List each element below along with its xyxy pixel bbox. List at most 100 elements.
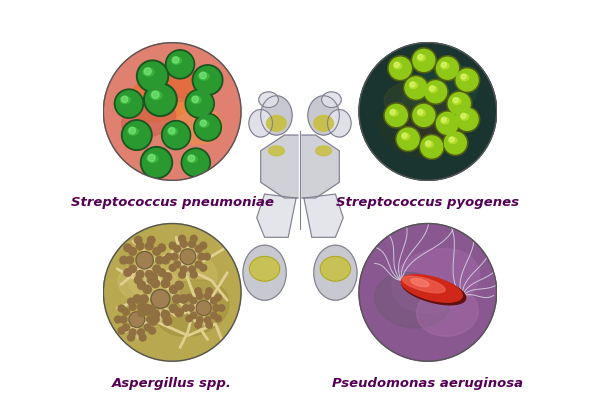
- Circle shape: [197, 317, 203, 323]
- Text: Streptococcus pneumoniae: Streptococcus pneumoniae: [71, 196, 274, 209]
- Circle shape: [430, 86, 434, 91]
- Circle shape: [169, 305, 178, 313]
- Circle shape: [448, 93, 470, 114]
- Circle shape: [445, 132, 466, 154]
- Circle shape: [173, 57, 179, 63]
- Circle shape: [115, 316, 121, 323]
- Circle shape: [435, 56, 460, 81]
- Circle shape: [169, 128, 175, 134]
- Circle shape: [198, 253, 205, 260]
- Circle shape: [136, 242, 144, 250]
- Circle shape: [213, 305, 220, 311]
- Circle shape: [206, 322, 212, 328]
- Ellipse shape: [160, 70, 208, 98]
- Circle shape: [437, 112, 458, 134]
- Ellipse shape: [161, 102, 223, 144]
- Circle shape: [161, 310, 170, 319]
- Circle shape: [137, 303, 145, 310]
- Circle shape: [187, 91, 212, 116]
- Circle shape: [405, 77, 427, 99]
- Circle shape: [171, 253, 178, 260]
- Ellipse shape: [390, 110, 398, 116]
- Circle shape: [169, 265, 176, 271]
- Circle shape: [194, 113, 221, 141]
- Ellipse shape: [143, 68, 154, 76]
- Circle shape: [196, 301, 211, 315]
- Circle shape: [218, 305, 225, 311]
- Ellipse shape: [259, 92, 278, 108]
- Circle shape: [103, 43, 241, 180]
- Circle shape: [133, 295, 142, 303]
- Circle shape: [455, 107, 480, 132]
- Circle shape: [385, 105, 407, 126]
- Circle shape: [181, 266, 187, 273]
- Ellipse shape: [409, 99, 463, 140]
- Circle shape: [174, 246, 181, 252]
- Circle shape: [190, 312, 197, 319]
- Circle shape: [384, 103, 409, 128]
- Circle shape: [196, 246, 202, 252]
- Circle shape: [161, 279, 170, 287]
- Circle shape: [143, 285, 151, 293]
- Ellipse shape: [167, 128, 178, 135]
- Circle shape: [389, 57, 411, 79]
- Circle shape: [411, 103, 436, 128]
- Circle shape: [411, 48, 436, 73]
- Polygon shape: [302, 135, 340, 198]
- Circle shape: [166, 253, 172, 260]
- Circle shape: [153, 265, 160, 273]
- Circle shape: [122, 120, 152, 150]
- Circle shape: [128, 298, 134, 305]
- Ellipse shape: [260, 96, 292, 135]
- Circle shape: [156, 256, 163, 264]
- Ellipse shape: [308, 96, 340, 135]
- Circle shape: [188, 240, 196, 248]
- Ellipse shape: [147, 154, 158, 163]
- Circle shape: [418, 54, 423, 59]
- Circle shape: [137, 60, 169, 92]
- Ellipse shape: [322, 92, 341, 108]
- Circle shape: [461, 113, 466, 118]
- Ellipse shape: [384, 82, 432, 117]
- Circle shape: [161, 120, 191, 150]
- Polygon shape: [257, 194, 296, 237]
- Circle shape: [413, 105, 435, 126]
- Circle shape: [394, 62, 399, 67]
- Circle shape: [137, 329, 145, 336]
- Circle shape: [129, 329, 136, 336]
- Ellipse shape: [120, 96, 130, 104]
- Ellipse shape: [128, 128, 139, 135]
- Ellipse shape: [199, 120, 209, 127]
- Ellipse shape: [269, 146, 284, 156]
- Circle shape: [124, 268, 131, 276]
- Circle shape: [419, 134, 445, 160]
- Circle shape: [185, 89, 214, 118]
- Circle shape: [128, 334, 134, 341]
- Text: Pseudomonas aeruginosa: Pseudomonas aeruginosa: [332, 377, 523, 390]
- Circle shape: [183, 150, 209, 175]
- Circle shape: [122, 308, 130, 315]
- Ellipse shape: [401, 64, 478, 127]
- Circle shape: [200, 242, 206, 249]
- Circle shape: [196, 115, 220, 139]
- Circle shape: [167, 51, 193, 77]
- Circle shape: [442, 62, 446, 67]
- Circle shape: [148, 154, 155, 161]
- Circle shape: [166, 50, 194, 79]
- Circle shape: [180, 249, 196, 265]
- Circle shape: [158, 268, 166, 276]
- Ellipse shape: [127, 246, 217, 308]
- Circle shape: [137, 281, 146, 289]
- Circle shape: [140, 147, 172, 179]
- Ellipse shape: [118, 263, 179, 306]
- Circle shape: [129, 312, 145, 327]
- Ellipse shape: [441, 118, 449, 124]
- Circle shape: [215, 294, 221, 301]
- Circle shape: [144, 308, 151, 315]
- Ellipse shape: [449, 137, 457, 144]
- Circle shape: [173, 295, 181, 303]
- Circle shape: [186, 315, 193, 322]
- Circle shape: [152, 316, 159, 323]
- Circle shape: [169, 242, 176, 249]
- Circle shape: [200, 120, 206, 126]
